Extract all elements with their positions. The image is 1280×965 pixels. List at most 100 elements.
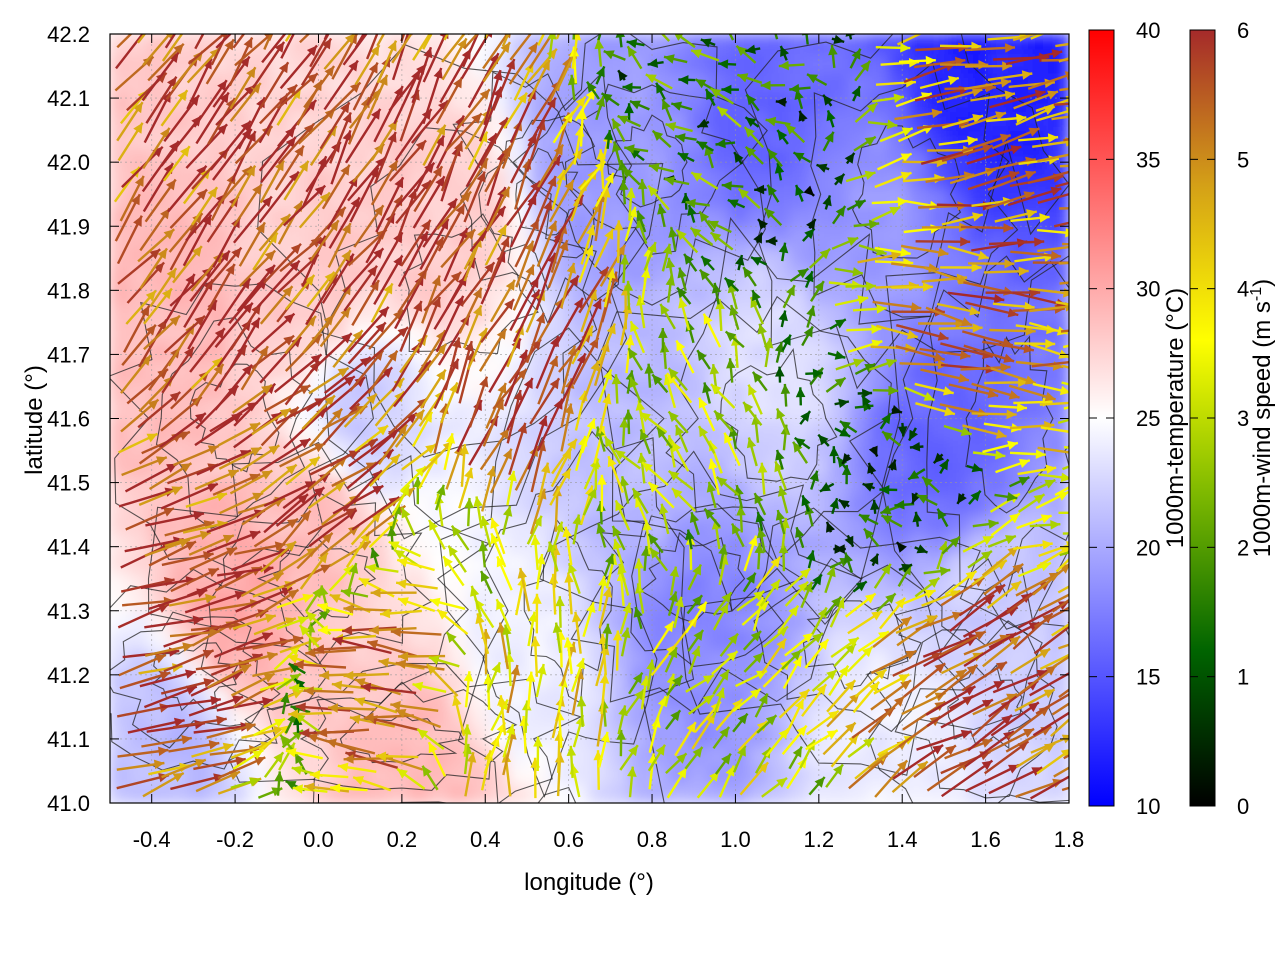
temperature-cell	[868, 110, 890, 131]
wind-arrow-head	[144, 19, 154, 30]
temperature-cell	[529, 687, 551, 708]
temperature-cell	[608, 648, 630, 669]
temperature-cell	[1008, 648, 1030, 669]
temperature-cell	[668, 706, 690, 727]
temperature-cell	[948, 783, 970, 804]
wind-arrow-head	[722, 19, 731, 30]
temperature-cell	[808, 129, 830, 150]
temperature-cell	[329, 187, 351, 208]
temperature-cell	[948, 437, 970, 458]
wind-arrow-head	[379, 8, 388, 19]
temperature-cell	[109, 552, 131, 573]
temperature-cell	[748, 52, 770, 73]
temperature-cell	[109, 418, 131, 439]
temperature-cell	[708, 783, 730, 804]
temperature-cell	[628, 52, 650, 73]
wind-arrow-head	[276, 3, 285, 14]
wind-arrow-head	[478, 14, 487, 25]
temperature-cell	[768, 725, 790, 746]
temperature-cell	[109, 725, 131, 746]
temperature-cell	[109, 514, 131, 535]
temperature-cell	[149, 629, 171, 650]
temperature-cell	[109, 302, 131, 323]
temperature-cell	[1048, 52, 1070, 73]
temperature-cell	[349, 725, 371, 746]
temperature-cell	[509, 629, 531, 650]
temperature-cell	[509, 744, 531, 765]
temperature-cell	[109, 764, 131, 785]
temperature-cell	[848, 456, 870, 477]
temperature-cell	[628, 706, 650, 727]
temperature-cell	[608, 744, 630, 765]
temperature-cell	[109, 321, 131, 342]
temperature-cell	[688, 475, 710, 496]
temperature-cell	[868, 187, 890, 208]
plot-area	[63, 0, 1121, 859]
temperature-cell	[768, 783, 790, 804]
temperature-cell	[129, 379, 151, 400]
wind-arrow-head	[189, 0, 198, 9]
temperature-cell	[1028, 302, 1050, 323]
temperature-cell	[788, 783, 810, 804]
wind-arrow-head	[769, 19, 778, 30]
temperature-cell	[109, 591, 131, 612]
wind-arrow-head	[565, 0, 574, 9]
temperature-cell	[968, 783, 990, 804]
temperature-cell	[289, 418, 311, 439]
temperature-cell	[608, 706, 630, 727]
temperature-cell	[868, 33, 890, 54]
temperature-cell	[908, 148, 930, 169]
temperature-cell	[129, 437, 151, 458]
wind-arrow-head	[498, 0, 507, 11]
temperature-cell	[109, 244, 131, 265]
temperature-cell	[509, 610, 531, 631]
temperature-cell	[429, 783, 451, 804]
temperature-cell	[868, 71, 890, 92]
temperature-cell	[608, 533, 630, 554]
temperature-cell	[589, 687, 611, 708]
temperature-cell	[389, 783, 411, 804]
temperature-cell	[529, 706, 551, 727]
temperature-cell	[848, 494, 870, 515]
temperature-cell	[189, 148, 211, 169]
temperature-cell	[788, 206, 810, 227]
temperature-cell	[888, 571, 910, 592]
wind-arrow-head	[391, 5, 400, 16]
temperature-cell	[469, 321, 491, 342]
temperature-cell	[828, 71, 850, 92]
temperature-cell	[808, 168, 830, 189]
temperature-cell	[369, 764, 391, 785]
wind-arrow-head	[409, 23, 419, 34]
temperature-cell	[828, 52, 850, 73]
temperature-cell	[509, 667, 531, 688]
temperature-cell	[728, 571, 750, 592]
temperature-cell	[808, 341, 830, 362]
wind-arrow-head	[180, 23, 190, 34]
wind-arrow-head	[227, 16, 236, 27]
temperature-cell	[129, 591, 151, 612]
temperature-cell	[469, 725, 491, 746]
temperature-cell	[509, 514, 531, 535]
temperature-cell	[728, 225, 750, 246]
temperature-cell	[948, 475, 970, 496]
temperature-cell	[469, 783, 491, 804]
temperature-cell	[768, 244, 790, 265]
temperature-cell	[708, 110, 730, 131]
temperature-cell	[668, 552, 690, 573]
temperature-cell	[668, 129, 690, 150]
temperature-cell	[489, 783, 511, 804]
temperature-cell	[908, 552, 930, 573]
temperature-cell	[469, 706, 491, 727]
wind-arrow-head	[291, 15, 301, 26]
temperature-cell	[728, 206, 750, 227]
temperature-cell	[449, 648, 471, 669]
temperature-cell	[129, 148, 151, 169]
wind-arrow-head	[328, 19, 337, 30]
temperature-cell	[968, 494, 990, 515]
temperature-cell	[109, 71, 131, 92]
temperature-cell	[768, 71, 790, 92]
temperature-cell	[988, 456, 1010, 477]
wind-arrow-head	[570, 15, 580, 25]
